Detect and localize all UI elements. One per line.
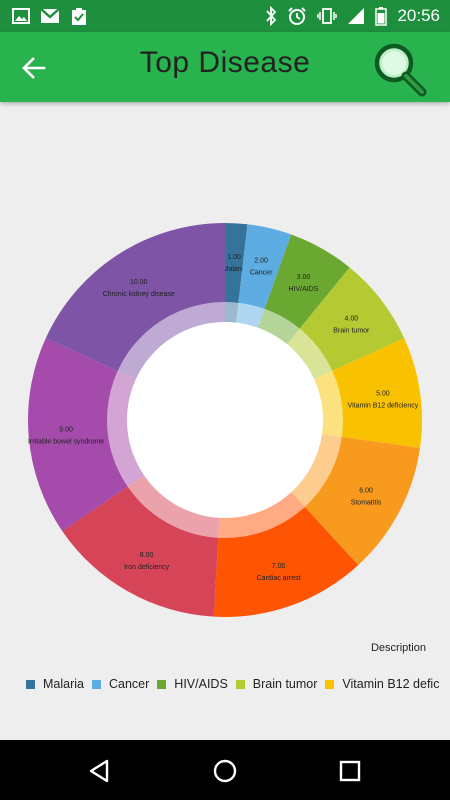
legend-swatch [26,679,35,689]
legend-label: Cancer [109,677,150,691]
donut-chart: 1.00 Malaria 2.00 Cancer 3.00 HIV/AIDS 4.00 Bra… [28,223,422,617]
slice-name-label: Cardiac arrest [257,575,301,582]
recents-square-icon [335,760,365,790]
pie-slice-cancer[interactable] [236,224,292,328]
image-icon [12,7,30,25]
slice-value-label: 2.00 [254,258,268,265]
page-title: Top Disease [139,46,311,79]
nav-back-button[interactable] [85,756,115,786]
legend-label: Vitamin B12 defic [342,677,440,691]
chart-description: Description [370,642,426,654]
magnifier-icon [370,43,430,103]
slice-value-label: 4.00 [344,316,358,323]
clock-time: 20:56 [397,6,440,25]
legend-label: Brain tumor [252,677,318,691]
chart-legend: Malaria Cancer HIV/AIDS Brain tumor Vitamin … [26,677,450,691]
nav-home-button[interactable] [210,756,240,786]
slice-name-label: Iron deficiency [124,564,170,571]
slice-value-label: 10.00 [130,279,148,286]
battery-icon [375,6,388,26]
legend-item: Vitamin B12 defic [325,677,439,691]
status-bar: 20:56 [0,0,450,32]
legend-label: HIV/AIDS [174,677,228,691]
nav-recents-button[interactable] [335,756,365,786]
pie-slice-malaria[interactable] [225,223,248,323]
slice-name-label: Chronic kidney disease [103,291,175,298]
vibrate-icon [317,6,338,26]
slice-name-label: Brain tumor [333,328,370,335]
search-button[interactable] [370,39,430,99]
app-bar: Top Disease [0,32,450,102]
slice-name-label: Stomatitis [351,499,382,506]
home-circle-icon [210,759,240,790]
slice-name-label: Malaria [223,266,246,273]
pie-slice-chronic-kidney-disease[interactable] [45,223,226,380]
slice-value-label: 1.00 [227,254,241,261]
gmail-icon [40,7,60,25]
legend-item: HIV/AIDS [157,677,228,691]
legend-swatch [157,679,167,689]
arrow-left-icon [18,57,50,88]
legend-item: Brain tumor [235,677,318,691]
clipboard-check-icon [70,7,88,25]
legend-label: Malaria [43,677,84,691]
slice-name-label: Vitamin B12 deficiency [348,402,419,409]
slice-value-label: 7.00 [272,563,286,570]
slice-name-label: HIV/AIDS [288,286,318,293]
slice-value-label: 5.00 [376,390,390,397]
alarm-icon [287,6,307,26]
bluetooth-icon [265,6,277,26]
slice-value-label: 6.00 [359,487,373,494]
legend-swatch [92,679,101,689]
slice-value-label: 8.00 [140,552,154,559]
slice-value-label: 3.00 [297,274,311,281]
back-button[interactable] [18,52,50,84]
signal-icon [347,7,365,25]
chart-area: 1.00 Malaria 2.00 Cancer 3.00 HIV/AIDS 4.00 Bra… [0,102,450,740]
back-triangle-icon [85,759,115,790]
legend-swatch [235,679,245,689]
donut-inner-ring [107,302,343,538]
slice-value-label: 9.00 [59,427,73,434]
legend-swatch [325,679,335,689]
donut-hole [127,322,323,518]
navigation-bar [0,740,450,800]
slice-name-label: Cancer [250,270,273,277]
legend-item: Malaria [26,677,84,691]
slice-name-label: Irritable bowel syndrome [28,439,104,446]
legend-item: Cancer [92,677,149,691]
